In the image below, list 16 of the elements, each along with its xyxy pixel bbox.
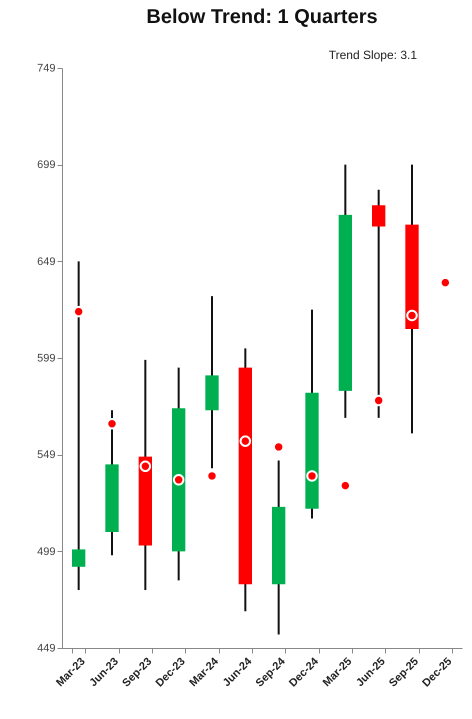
y-tick-label: 499 — [37, 546, 56, 558]
point — [172, 474, 184, 486]
point — [406, 310, 418, 322]
point — [306, 470, 318, 482]
y-tick-label: 599 — [37, 352, 56, 364]
point — [140, 460, 152, 472]
y-tick-label: 449 — [37, 642, 56, 654]
text: Trend Slope: 3.1 — [328, 48, 418, 62]
y-tick-label: 649 — [37, 256, 56, 268]
y-tick-label: 549 — [37, 449, 56, 462]
candlestick — [72, 260, 86, 591]
chart-title: Below Trend: 1 Quarters — [146, 6, 378, 28]
y-tick-label: 699 — [37, 159, 56, 172]
point — [240, 435, 252, 447]
y-tick-label: 749 — [37, 62, 56, 74]
candlestick — [372, 188, 386, 419]
